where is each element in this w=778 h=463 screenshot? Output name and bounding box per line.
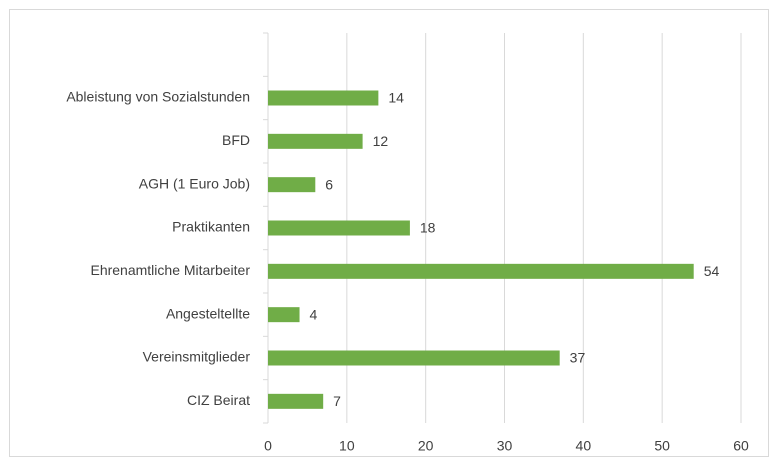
y-tick-label: Vereinsmitglieder [143,349,251,365]
y-tick-label: Angesteltellte [166,305,250,321]
value-label: 18 [420,220,436,236]
y-tick-label: Ableistung von Sozialstunden [66,89,250,105]
x-tick-label: 60 [733,438,749,454]
x-tick-label: 40 [576,438,592,454]
y-tick-label: BFD [222,132,250,148]
value-label: 14 [388,90,404,106]
value-label: 37 [570,350,586,366]
bar [268,350,560,366]
bar [268,133,363,149]
x-tick-label: 0 [264,438,272,454]
bar [268,90,379,106]
bar [268,220,410,236]
value-label: 54 [704,263,720,279]
bar [268,177,316,193]
x-tick-label: 20 [418,438,434,454]
bar [268,263,694,279]
bar [268,393,324,409]
value-label: 12 [373,133,389,149]
y-tick-label: AGH (1 Euro Job) [139,175,250,191]
y-tick-label: CIZ Beirat [187,392,250,408]
x-tick-label: 10 [339,438,355,454]
bar [268,307,300,323]
x-tick-label: 30 [497,438,513,454]
value-label: 6 [325,176,333,192]
y-tick-label: Ehrenamtliche Mitarbeiter [90,262,250,278]
x-tick-label: 50 [654,438,670,454]
y-tick-label: Praktikanten [172,219,250,235]
value-label: 7 [333,393,341,409]
value-label: 4 [310,306,318,322]
